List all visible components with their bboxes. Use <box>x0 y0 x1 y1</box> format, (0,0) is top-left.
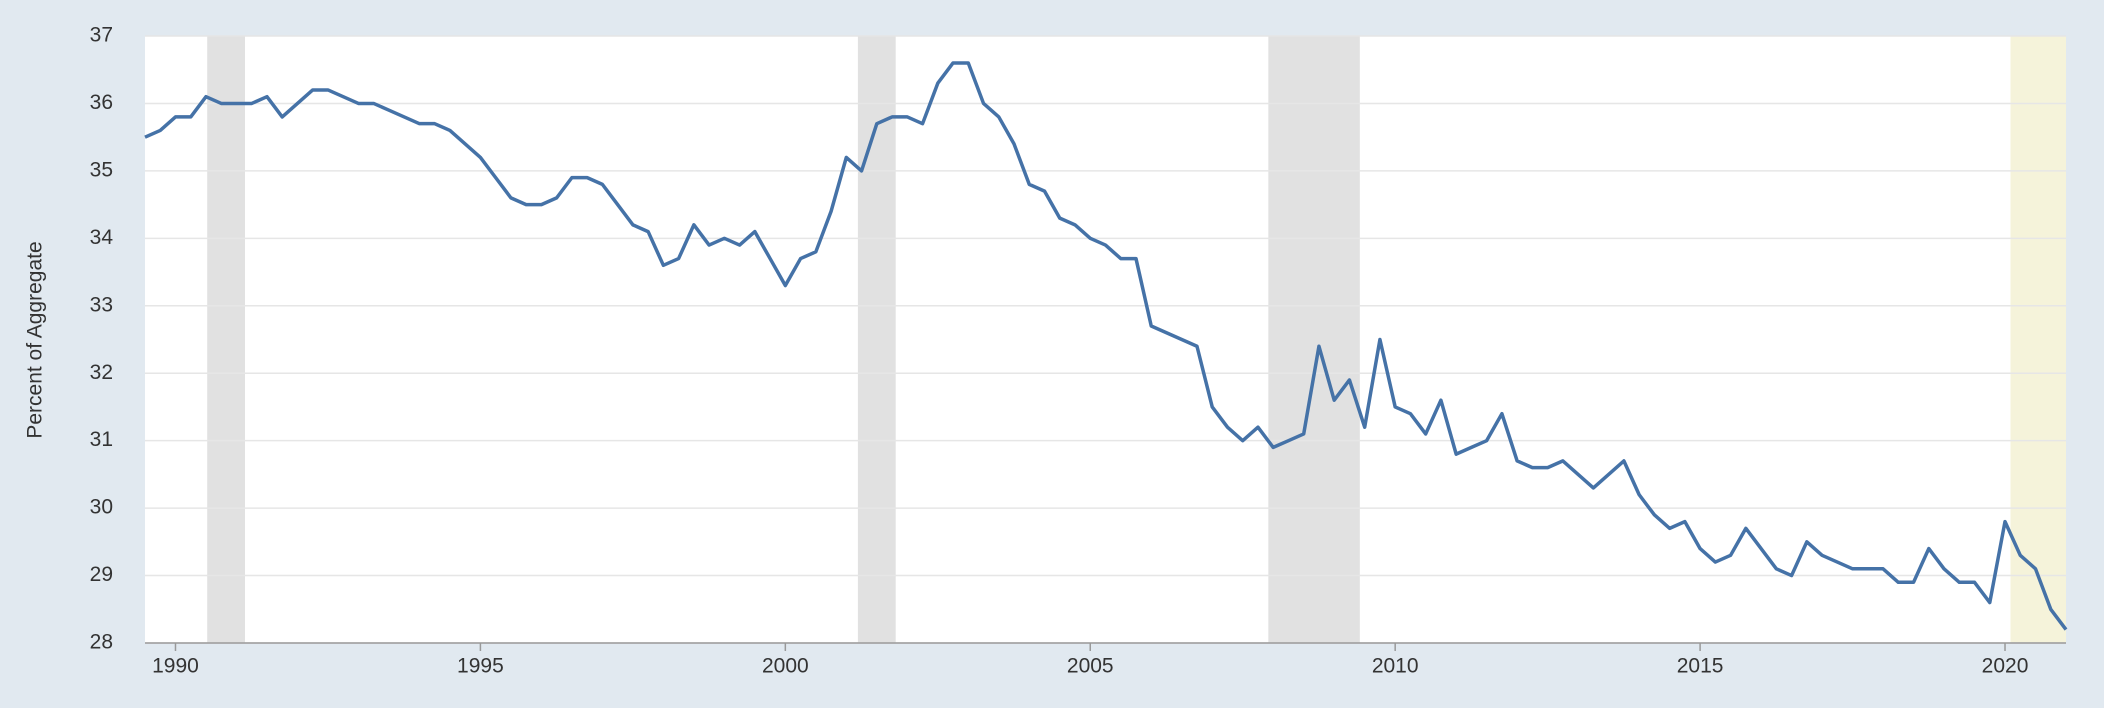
x-tick-label: 1990 <box>152 655 199 678</box>
y-tick-label: 29 <box>90 563 113 586</box>
y-tick-label: 32 <box>90 361 113 384</box>
shaded-period <box>1268 36 1360 643</box>
x-tick-label: 2010 <box>1372 655 1419 678</box>
y-tick-label: 36 <box>90 91 113 114</box>
y-tick-label: 30 <box>90 496 113 519</box>
shaded-period <box>207 36 246 643</box>
x-tick-label: 2020 <box>1982 655 2029 678</box>
y-tick-label: 28 <box>90 631 113 654</box>
y-tick-label: 33 <box>90 293 113 316</box>
y-tick-label: 31 <box>90 428 113 451</box>
shaded-period <box>857 36 896 643</box>
y-tick-label: 37 <box>90 24 113 47</box>
y-axis-label: Percent of Aggregate <box>24 241 47 438</box>
x-tick-label: 1995 <box>457 655 504 678</box>
shaded-period <box>2010 36 2066 643</box>
y-tick-label: 35 <box>90 158 113 181</box>
plot-area <box>145 36 2066 643</box>
x-tick-label: 2015 <box>1677 655 1724 678</box>
y-tick-label: 34 <box>90 226 114 249</box>
x-tick-label: 2005 <box>1067 655 1114 678</box>
data-line <box>144 61 2068 631</box>
x-tick-label: 2000 <box>762 655 809 678</box>
